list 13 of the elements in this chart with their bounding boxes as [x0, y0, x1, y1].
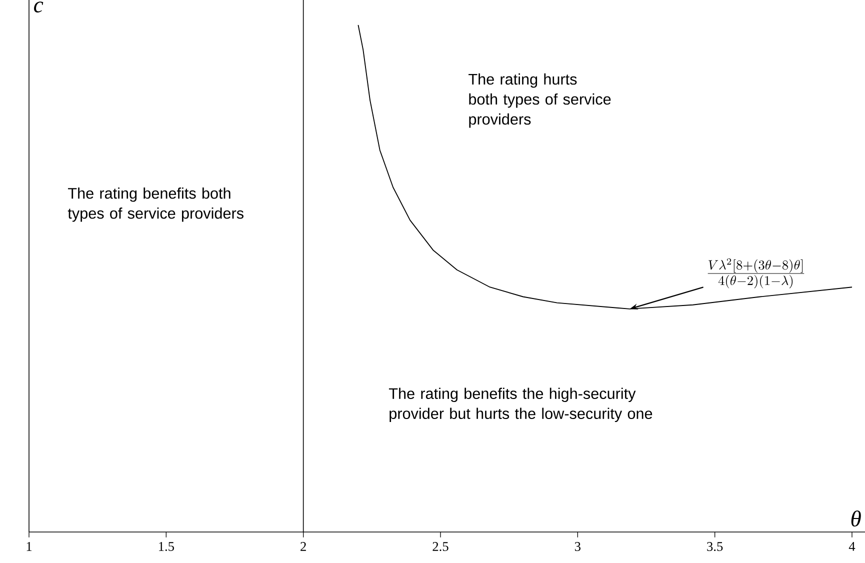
x-tick-label: 4	[848, 542, 856, 551]
annotation: The rating hurts both types of service providers	[468, 73, 611, 128]
x-axis-title: θ	[851, 510, 861, 527]
annotation: $\frac{V\lambda^2\left[8+(3\theta-8)\theta\right]}{4(\theta-2)(1-\lambda)}$	[708, 258, 804, 288]
annotation: The rating benefits the high-security provider but hurts the low-security one	[388, 388, 652, 422]
x-tick-label: 3	[574, 542, 580, 551]
x-tick-label: 2.5	[432, 542, 448, 552]
annotation: The rating benefits both types of service providers	[68, 188, 244, 222]
x-tick-label: 2	[300, 542, 306, 551]
x-tick-label: 1	[26, 542, 32, 551]
x-tick-label: 1.5	[159, 542, 174, 552]
y-axis-title: c	[34, 2, 44, 13]
x-tick-label: 3.5	[707, 542, 723, 552]
